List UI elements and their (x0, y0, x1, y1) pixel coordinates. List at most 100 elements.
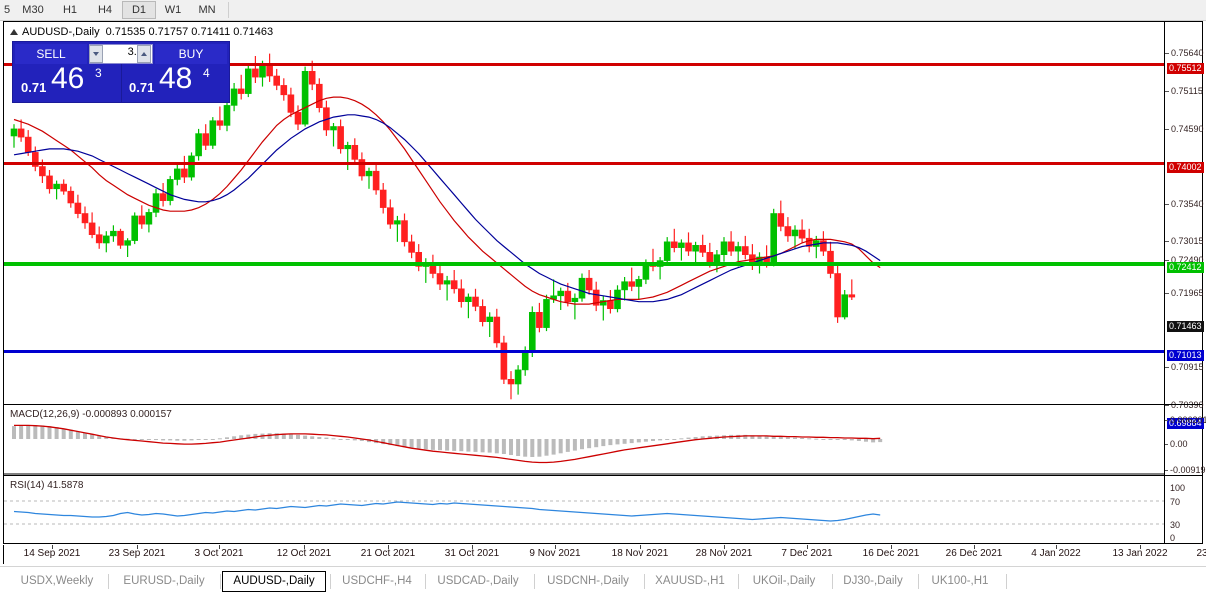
tab-separator (220, 574, 221, 589)
timeframe-d1[interactable]: D1 (122, 1, 156, 19)
date-tick (724, 545, 725, 549)
level-line-support-upper[interactable] (4, 350, 1164, 353)
price-highlight-blue: 0.71013 (1167, 350, 1204, 361)
date-tick (891, 545, 892, 549)
tab-separator (644, 574, 645, 589)
date-tick (974, 545, 975, 549)
toolbar-separator (228, 2, 229, 18)
chart-tab-uk100-h1[interactable]: UK100-,H1 (931, 575, 989, 587)
tab-separator (108, 574, 109, 589)
price-axis-label: 0.75115 (1171, 86, 1203, 96)
price-tick (1165, 204, 1169, 205)
macd-chart (4, 424, 1164, 475)
chart-frame: 0.75640 0.75115 0.74590 0.73540 0.73015 0.724… (3, 21, 1206, 544)
macd-pane: MACD(12,26,9) -0.000893 0.000157 0.00620… (4, 405, 1206, 475)
timeframe-m30[interactable]: M30 (22, 4, 44, 16)
rsi-label: RSI(14) 41.5878 (10, 480, 84, 491)
chart-tab-bar: USDX,Weekly EURUSD-,Daily AUDUSD-,Daily USD… (0, 566, 1206, 596)
price-axis-label: 0.70915 (1171, 362, 1204, 372)
buy-price-fraction: 4 (203, 66, 210, 80)
price-highlight-blue: 0.69884 (1167, 418, 1204, 429)
date-axis: 14 Sep 2021 23 Sep 2021 3 Oct 2021 12 Oct 2… (3, 545, 1206, 564)
price-tick (1165, 91, 1169, 92)
buy-price-quote[interactable]: 0.71 48 4 (123, 62, 229, 102)
tab-separator (425, 574, 426, 589)
ohlc-open: 0.71535 (105, 26, 146, 38)
timeframe-5[interactable]: 5 (3, 4, 11, 16)
date-axis-label: 21 Oct 2021 (360, 548, 416, 559)
buy-button[interactable]: BUY (155, 44, 227, 64)
trade-panel-divider (121, 64, 122, 102)
date-axis-label: 4 Jan 2022 (1031, 548, 1081, 559)
date-axis-label: 18 Nov 2021 (611, 548, 669, 559)
chart-tab-usdchf-h4[interactable]: USDCHF-,H4 (342, 575, 412, 587)
chart-tab-audusd-daily[interactable]: AUDUSD-,Daily (222, 571, 326, 592)
buy-price-main: 48 (159, 62, 193, 95)
macd-tick (1165, 470, 1168, 471)
date-axis-label: 7 Dec 2021 (781, 548, 833, 559)
volume-decrease-button[interactable] (89, 45, 103, 63)
timeframe-h1[interactable]: H1 (62, 4, 78, 16)
timeframe-w1[interactable]: W1 (164, 4, 182, 16)
price-axis-label: 0.75640 (1171, 48, 1204, 58)
sell-price-fraction: 3 (95, 66, 102, 80)
timeframe-mn[interactable]: MN (198, 4, 216, 16)
pane-divider-rsi (4, 475, 1202, 476)
chart-tab-usdx-weekly[interactable]: USDX,Weekly (20, 575, 94, 587)
rsi-axis-label: 70 (1170, 497, 1181, 507)
price-axis-label: 0.71965 (1171, 288, 1204, 298)
chart-header: AUDUSD-,Daily 0.71535 0.71757 0.71411 0.7… (10, 26, 273, 38)
date-axis-label: 23 Sep 2021 (108, 548, 166, 559)
rsi-axis-label: 30 (1170, 520, 1181, 530)
price-axis-label: 0.73540 (1171, 199, 1204, 209)
macd-axis-label: 0.00 (1170, 439, 1188, 449)
price-plot-area[interactable] (4, 22, 1164, 404)
ohlc-low: 0.71411 (191, 26, 231, 38)
tab-separator (918, 574, 919, 589)
macd-tick (1165, 444, 1168, 445)
price-highlight-red: 0.75512 (1167, 63, 1204, 74)
tab-separator (832, 574, 833, 589)
tab-separator (330, 574, 331, 589)
level-line-resistance-mid[interactable] (4, 162, 1164, 165)
chart-tab-ukoil-daily[interactable]: UKOil-,Daily (752, 575, 816, 587)
price-highlight-green: 0.72412 (1167, 262, 1204, 273)
date-tick (52, 545, 53, 549)
chart-tab-usdcad-daily[interactable]: USDCAD-,Daily (437, 575, 519, 587)
level-line-resistance-upper[interactable] (4, 63, 1164, 66)
price-tick (1165, 293, 1169, 294)
chart-tab-xauusd-h1[interactable]: XAUUSD-,H1 (655, 575, 725, 587)
date-tick (555, 545, 556, 549)
sell-price-quote[interactable]: 0.71 46 3 (15, 62, 121, 102)
rsi-pane: RSI(14) 41.5878 100 70 30 0 (4, 476, 1202, 543)
date-tick (137, 545, 138, 549)
price-tick (1165, 241, 1169, 242)
date-axis-label: 3 Oct 2021 (194, 548, 244, 559)
sell-price-prefix: 0.71 (21, 80, 47, 95)
timeframe-h4[interactable]: H4 (97, 4, 113, 16)
date-tick (1140, 545, 1141, 549)
date-tick (640, 545, 641, 549)
tab-separator (1006, 574, 1007, 589)
sell-button[interactable]: SELL (15, 44, 87, 64)
volume-increase-button[interactable] (137, 45, 151, 63)
date-axis-label: 14 Sep 2021 (23, 548, 81, 559)
rsi-chart (4, 500, 1164, 525)
date-axis-label: 12 Oct 2021 (276, 548, 332, 559)
chart-tab-eurusd-daily[interactable]: EURUSD-,Daily (123, 575, 205, 587)
tab-separator (738, 574, 739, 589)
collapse-triangle-icon[interactable] (10, 29, 18, 36)
date-axis-label: 23 Jan 2022 (1196, 548, 1206, 559)
date-axis-label: 31 Oct 2021 (444, 548, 500, 559)
chart-tab-dj30-daily[interactable]: DJ30-,Daily (843, 575, 903, 587)
price-axis[interactable]: 0.75640 0.75115 0.74590 0.73540 0.73015 0.724… (1164, 22, 1204, 429)
one-click-trade-panel: SELL 3.00 BUY 0.71 46 3 0.71 48 4 (12, 41, 230, 103)
level-line-pivot-green[interactable] (4, 262, 1164, 266)
rsi-plot-area[interactable]: RSI(14) 41.5878 (4, 476, 1164, 543)
macd-plot-area[interactable]: MACD(12,26,9) -0.000893 0.000157 (4, 405, 1164, 475)
chart-tab-usdcnh-daily[interactable]: USDCNH-,Daily (547, 575, 629, 587)
price-tick (1165, 129, 1169, 130)
price-tick (1165, 53, 1169, 54)
macd-label: MACD(12,26,9) -0.000893 0.000157 (10, 409, 172, 420)
